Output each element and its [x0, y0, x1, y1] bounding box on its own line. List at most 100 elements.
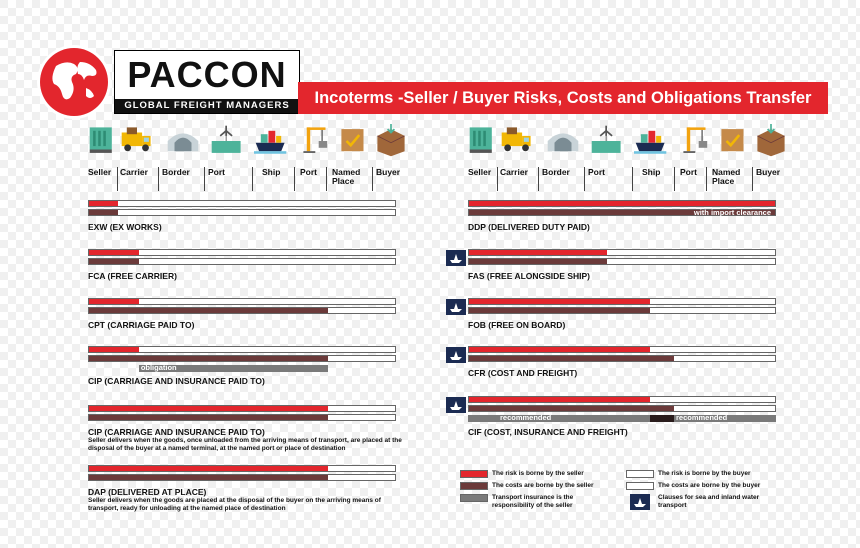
stage-label: Carrier: [120, 167, 148, 177]
risk-bar: [88, 465, 396, 472]
risk-bar-fill: [89, 406, 328, 411]
risk-bar-fill: [89, 201, 119, 206]
legend-swatch: [626, 470, 654, 478]
stage-label: Port: [680, 167, 697, 177]
dock-crane-icon: [683, 127, 708, 153]
stage-divider: [372, 167, 373, 191]
stage-divider: [706, 167, 707, 191]
incoterm-description: Seller delivers when the goods, once unl…: [88, 437, 402, 452]
globe-logo-icon: [37, 45, 111, 119]
insurance-bar: recommended recommended: [468, 413, 776, 422]
risk-bar: [468, 396, 776, 403]
stage-divider: [497, 167, 498, 191]
insurance-bar-fill: [468, 415, 650, 422]
brand-name: PACCON: [127, 54, 287, 95]
cost-bar: [88, 474, 396, 481]
legend-text: The risk is borne by the buyer: [658, 470, 751, 477]
cost-bar-fill: [469, 308, 650, 313]
brand-box: PACCON GLOBAL FREIGHT MANAGERS: [114, 50, 300, 114]
stage-divider: [117, 167, 118, 191]
cost-bar: [88, 209, 396, 216]
buyer-box-icon: [377, 124, 405, 157]
cost-bar-fill: [469, 210, 775, 215]
border-tunnel-icon: [547, 133, 579, 152]
container-icon: [469, 127, 492, 153]
stage-label: Port: [300, 167, 317, 177]
stage-divider: [326, 167, 327, 191]
legend-text: Clauses for sea and inland water transpo…: [658, 494, 760, 509]
legend-text: The costs are borne by the seller: [492, 482, 594, 489]
cost-bar: [88, 307, 396, 314]
cost-bar-fill: [469, 356, 675, 361]
stage-divider: [538, 167, 539, 191]
risk-bar-fill: [469, 347, 650, 352]
incoterm-name: FCA (FREE CARRIER): [88, 271, 177, 281]
cost-bar-fill: [89, 259, 140, 264]
stage-divider: [158, 167, 159, 191]
risk-bar-fill: [469, 201, 775, 206]
risk-bar-fill: [89, 299, 140, 304]
insurance-label: recommended: [500, 413, 552, 422]
insurance-bar-fill: [649, 415, 675, 422]
legend-swatch: [460, 494, 488, 502]
cost-bar: with import clearance: [468, 209, 776, 217]
insurance-bar-fill: [138, 365, 329, 372]
sea-transport-icon: [446, 397, 466, 413]
risk-bar: [88, 346, 396, 353]
port-crane-icon: [211, 125, 241, 153]
truck-icon: [501, 127, 531, 152]
risk-bar: [468, 249, 776, 256]
risk-bar-fill: [89, 347, 140, 352]
sea-transport-icon: [446, 347, 466, 363]
cost-bar: [468, 405, 776, 412]
stage-label: Ship: [262, 167, 281, 177]
risk-bar: [468, 346, 776, 353]
incoterm-description: Seller delivers when the goods are place…: [88, 497, 381, 512]
buyer-box-icon: [757, 124, 785, 157]
incoterm-name: DDP (DELIVERED DUTY PAID): [468, 222, 590, 232]
incoterm-name: DAP (DELIVERED AT PLACE): [88, 487, 207, 497]
truck-icon: [121, 127, 151, 152]
legend-text: The costs are borne by the buyer: [658, 482, 761, 489]
named-place-box-icon: [341, 129, 364, 152]
stage-divider: [294, 167, 295, 191]
stage-divider: [632, 167, 633, 191]
risk-bar: [468, 298, 776, 305]
legend-text: Transport insurance is the responsibilit…: [492, 494, 574, 509]
dock-crane-icon: [303, 127, 328, 153]
risk-bar: [88, 405, 396, 412]
port-crane-icon: [591, 125, 621, 153]
ship-icon: [254, 130, 287, 154]
stage-label: Port: [588, 167, 605, 177]
stage-divider: [204, 167, 205, 191]
incoterm-name: FAS (FREE ALONGSIDE SHIP): [468, 271, 591, 281]
cost-bar: [88, 355, 396, 362]
stage-label: Named Place: [712, 167, 741, 186]
stage-label: Buyer: [756, 167, 781, 177]
cost-bar: [88, 414, 396, 421]
legend-swatch: [460, 482, 488, 490]
stage-label: Ship: [642, 167, 661, 177]
cost-bar-fill: [89, 475, 328, 480]
stage-divider: [252, 167, 253, 191]
risk-bar: [88, 249, 396, 256]
risk-bar-fill: [469, 299, 650, 304]
incoterm-name: EXW (EX WORKS): [88, 222, 162, 232]
legend-swatch: [460, 470, 488, 478]
stage-label: Border: [162, 167, 190, 177]
incoterm-name: CPT (CARRIAGE PAID TO): [88, 320, 195, 330]
incoterm-name: CIF (COST, INSURANCE AND FREIGHT): [468, 427, 628, 437]
stage-label: Carrier: [500, 167, 528, 177]
stage-divider: [584, 167, 585, 191]
insurance-label: obligation: [140, 363, 177, 372]
border-tunnel-icon: [167, 133, 199, 152]
insurance-label: recommended: [676, 413, 728, 422]
incoterm-name: FOB (FREE ON BOARD): [468, 320, 566, 330]
cost-bar-fill: [89, 356, 328, 361]
stage-divider: [674, 167, 675, 191]
sea-transport-icon: [446, 299, 466, 315]
stage-divider: [752, 167, 753, 191]
stage-label: Named Place: [332, 167, 361, 186]
risk-bar: [88, 298, 396, 305]
cost-bar-fill: [469, 406, 675, 411]
